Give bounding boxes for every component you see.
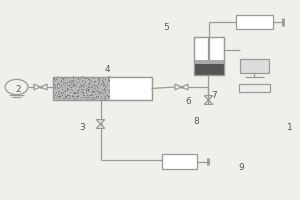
Bar xyxy=(236,15,273,29)
Bar xyxy=(52,77,110,100)
Text: 3: 3 xyxy=(80,123,85,132)
Text: 8: 8 xyxy=(194,116,199,126)
Bar xyxy=(52,77,152,100)
Bar xyxy=(194,37,224,75)
Bar xyxy=(238,84,270,92)
Bar xyxy=(52,77,152,100)
Text: 1: 1 xyxy=(286,122,292,132)
Text: 4: 4 xyxy=(105,64,111,73)
Bar xyxy=(194,37,224,75)
Bar xyxy=(194,60,224,64)
Bar xyxy=(162,154,196,169)
Bar xyxy=(194,64,224,75)
Text: 7: 7 xyxy=(212,90,217,99)
Bar xyxy=(240,59,268,73)
Text: 5: 5 xyxy=(164,23,169,32)
Text: 9: 9 xyxy=(238,163,244,172)
Text: 2: 2 xyxy=(16,85,21,94)
Text: 6: 6 xyxy=(185,97,191,106)
